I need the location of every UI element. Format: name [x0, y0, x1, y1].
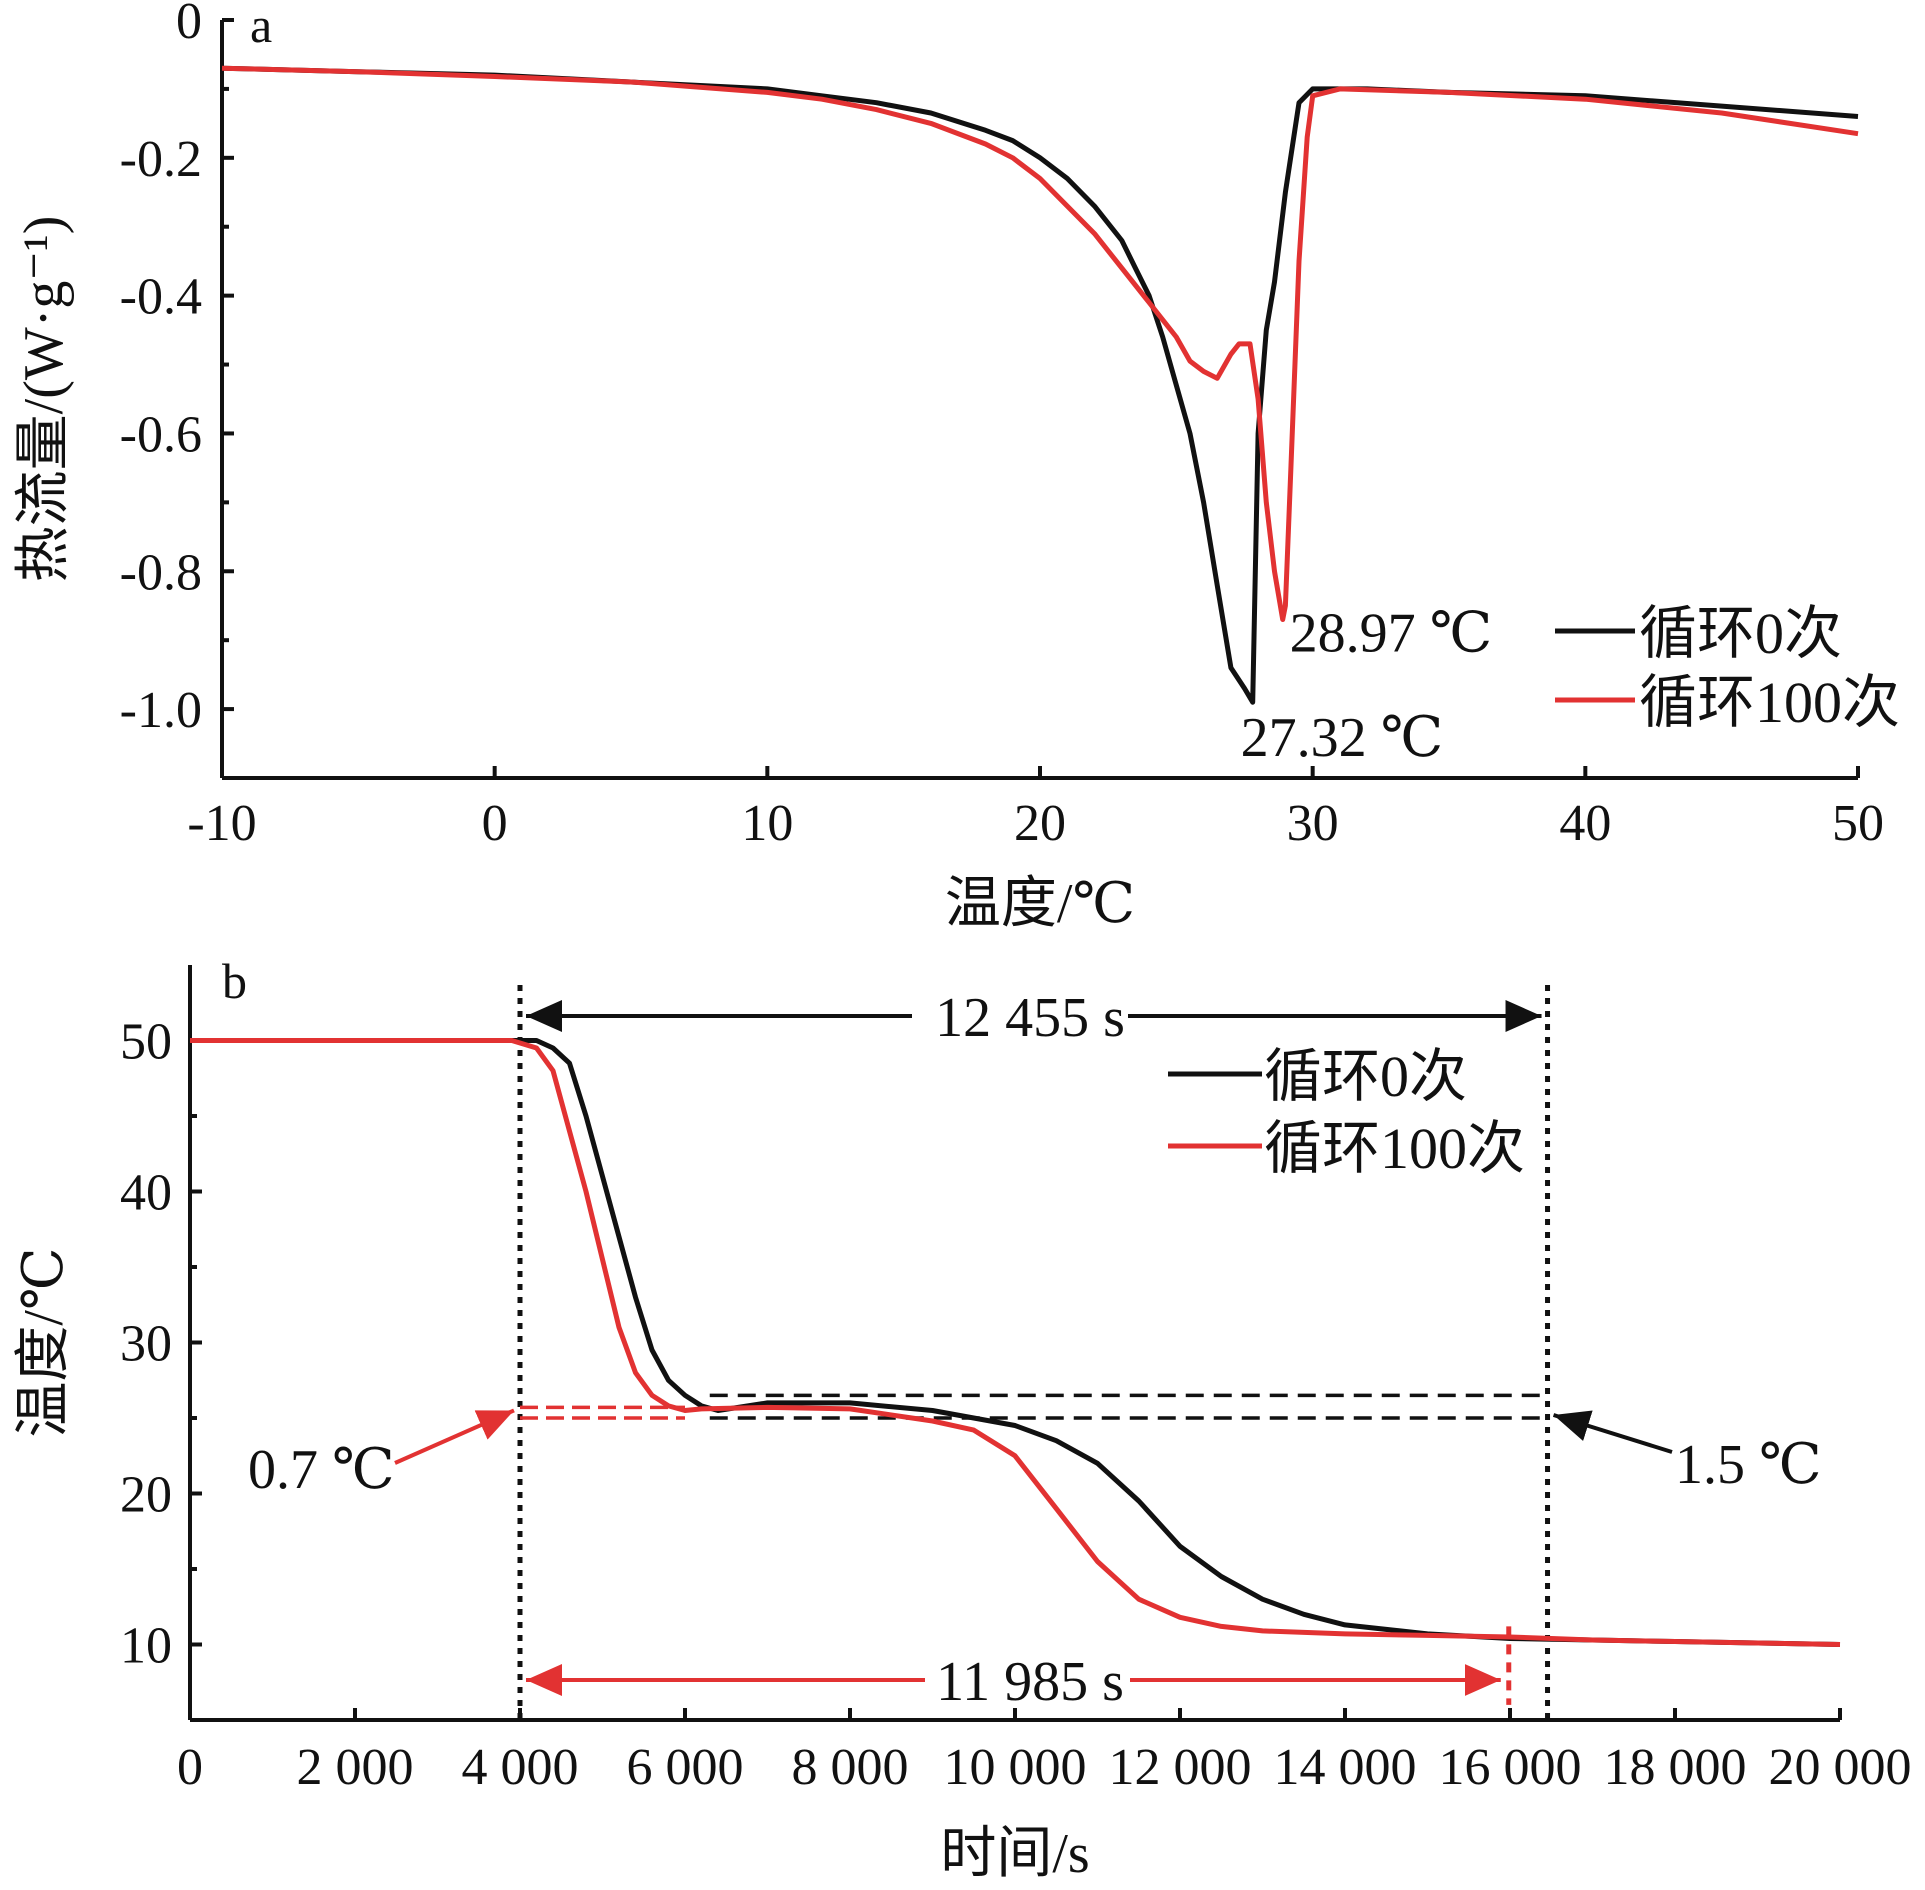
- panel-b-y-tick-label: 30: [120, 1316, 172, 1373]
- panel-a-y-tick-label: -0.8: [120, 544, 202, 601]
- panel-b-y-tick-label: 10: [120, 1618, 172, 1675]
- panel-b-label: b: [222, 953, 247, 1009]
- panel-b-black-band-arrow: [1552, 1410, 1673, 1454]
- panel-a-x-axis-title: 温度/℃: [945, 873, 1135, 935]
- panel-a-y-axis-title: 热流量/(W·g⁻¹): [13, 216, 75, 583]
- panel-b-axes: 0 2 000 4 000 6 000 8 000 10 000 12 000 14 000 1…: [13, 965, 1912, 1885]
- panel-b-duration-label-black: 12 455 s: [935, 987, 1125, 1049]
- panel-a-legend-label-0: 循环0次: [1639, 601, 1842, 666]
- panel-b-x-tick-label: 20 000: [1769, 1739, 1912, 1796]
- panel-b-black-band-label: 1.5 ℃: [1675, 1434, 1822, 1496]
- panel-b-red-band-label: 0.7 ℃: [248, 1439, 395, 1501]
- panel-b-x-tick-label: 14 000: [1274, 1739, 1417, 1796]
- panel-b-chart: b 0 2 000 4 000 6 000 8 000 10 000 12 000 14 00…: [13, 953, 1912, 1885]
- panel-b-x-axis-title: 时间/s: [940, 1823, 1089, 1885]
- panel-a-y-tick-label: -1.0: [120, 682, 202, 739]
- panel-b-guides: [517, 985, 1551, 1718]
- panel-b-x-tick-label: 4 000: [462, 1739, 579, 1796]
- panel-b-y-tick-label: 20: [120, 1467, 172, 1524]
- panel-b-x-tick-label: 2 000: [297, 1739, 414, 1796]
- panel-a-y-tick-label: -0.2: [120, 131, 202, 188]
- panel-a-chart: a -10 0 10 20 30 40 50 0 -0.2 -0.4 -0.6 -0.8 -1.0 温度/…: [13, 0, 1900, 935]
- panel-a-legend-label-1: 循环100次: [1639, 670, 1900, 735]
- panel-b-annotations: 12 455 s 11 985 s 0.7 ℃ 1.5 ℃: [248, 987, 1822, 1713]
- panel-a-x-tick-label: 20: [1014, 795, 1066, 852]
- panel-a-peak-label-red-series: 28.97 ℃: [1290, 603, 1493, 665]
- panel-a-series-line-1: [221, 65, 1859, 622]
- panel-b-series-line-0: [190, 1038, 1841, 1647]
- panel-a-peak-label-black-series: 27.32 ℃: [1241, 707, 1444, 769]
- panel-b-x-tick-label: 0: [177, 1739, 203, 1796]
- panel-a-x-tick-label: 0: [482, 795, 508, 852]
- panel-b-x-tick-label: 12 000: [1109, 1739, 1252, 1796]
- panel-b-y-axis-title: 温度/℃: [13, 1247, 75, 1437]
- panel-b-x-tick-label: 18 000: [1604, 1739, 1747, 1796]
- panel-b-series-line-1: [190, 1038, 1841, 1647]
- panel-a-axes: -10 0 10 20 30 40 50 0 -0.2 -0.4 -0.6 -0.8 -1.0 温度/℃ 热…: [13, 0, 1884, 935]
- panel-a-y-tick-label: -0.4: [120, 269, 202, 326]
- panel-b-y-tick-label: 50: [120, 1014, 172, 1071]
- panel-b-series: [190, 1038, 1841, 1647]
- panel-a-x-tick-label: -10: [187, 795, 256, 852]
- panel-a-y-tick-label: -0.6: [120, 406, 202, 463]
- panel-b-legend-label-0: 循环0次: [1264, 1044, 1467, 1109]
- panel-a-series: [221, 65, 1859, 705]
- panel-b-duration-label-red: 11 985 s: [936, 1651, 1124, 1713]
- panel-a-label: a: [250, 0, 272, 53]
- panel-b-x-tick-label: 10 000: [944, 1739, 1087, 1796]
- panel-a-x-tick-label: 50: [1832, 795, 1884, 852]
- panel-a-annotations: 28.97 ℃ 27.32 ℃: [1241, 603, 1493, 770]
- panel-b-y-tick-label: 40: [120, 1165, 172, 1222]
- panel-a-y-tick-label: 0: [176, 0, 202, 50]
- panel-a-x-tick-label: 40: [1559, 795, 1611, 852]
- panel-b-legend-label-1: 循环100次: [1264, 1116, 1525, 1181]
- panel-b-x-tick-label: 6 000: [627, 1739, 744, 1796]
- panel-b-red-band-arrow: [394, 1408, 515, 1465]
- panel-b-x-tick-label: 8 000: [792, 1739, 909, 1796]
- panel-a-series-line-0: [221, 65, 1859, 705]
- panel-a-x-tick-label: 30: [1287, 795, 1339, 852]
- panel-b-x-tick-label: 16 000: [1439, 1739, 1582, 1796]
- panel-a-x-tick-label: 10: [741, 795, 793, 852]
